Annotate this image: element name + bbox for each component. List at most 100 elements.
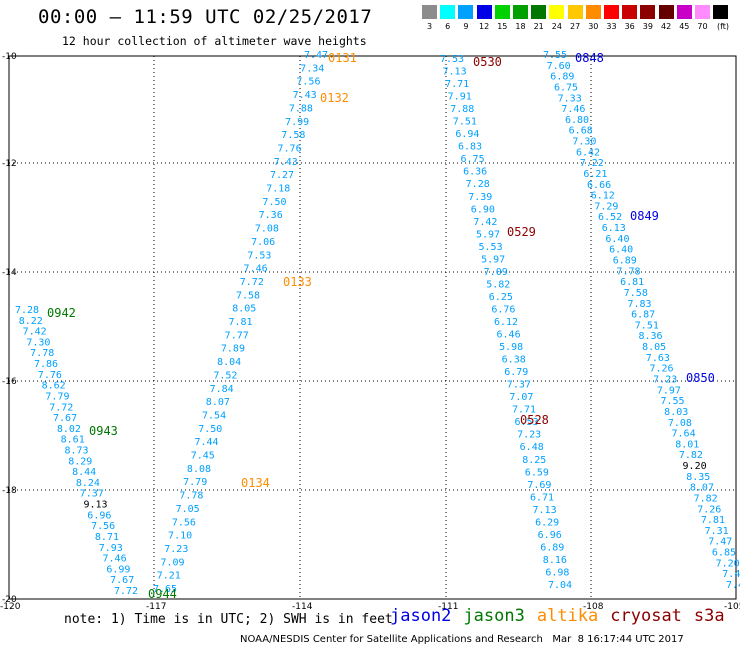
wave-height-value: 7.58 bbox=[281, 130, 305, 141]
wave-height-value: 7.20 bbox=[716, 558, 740, 569]
legend-swatch bbox=[676, 5, 692, 19]
legend-swatch bbox=[422, 5, 437, 19]
wave-height-value: 8.07 bbox=[206, 397, 230, 408]
legend-level-label: 39 bbox=[642, 22, 653, 31]
wave-height-value: 7.88 bbox=[289, 103, 313, 114]
wave-height-value: 7.83 bbox=[627, 299, 651, 310]
wave-height-value: 6.12 bbox=[494, 317, 518, 328]
legend-swatch bbox=[622, 5, 638, 19]
pass-0134: 0134 bbox=[241, 476, 270, 490]
wave-height-value: 7.86 bbox=[34, 359, 58, 370]
wave-height-value: 7.30 bbox=[572, 137, 596, 148]
wave-height-value: 6.79 bbox=[504, 367, 528, 378]
wave-height-value: 7.46 bbox=[561, 104, 585, 115]
wave-height-value: 7.55 bbox=[543, 50, 567, 61]
pass-0132: 0132 bbox=[320, 91, 349, 105]
wave-height-value: 7.52 bbox=[213, 370, 237, 381]
wave-height-value: 6.25 bbox=[489, 292, 513, 303]
wave-height-value: 7.29 bbox=[594, 201, 618, 212]
track-0848-0850: 7.557.606.896.757.337.466.806.687.306.42… bbox=[543, 50, 740, 591]
wave-height-value: 6.94 bbox=[455, 129, 479, 140]
wave-height-value: 7.43 bbox=[274, 157, 298, 168]
pass-0943: 0943 bbox=[89, 424, 118, 438]
wave-height-value: 7.53 bbox=[440, 54, 464, 65]
wave-height-value: 6.83 bbox=[458, 142, 482, 153]
legend-level-label: 33 bbox=[606, 22, 617, 31]
wave-height-value: 7.63 bbox=[646, 353, 670, 364]
wave-height-value: 7.97 bbox=[657, 385, 681, 396]
wave-height-value: 8.25 bbox=[522, 455, 546, 466]
wave-height-value: 6.38 bbox=[502, 355, 526, 366]
wave-height-value: 7.81 bbox=[228, 317, 252, 328]
wave-height-value: 7.28 bbox=[466, 179, 490, 190]
wave-height-value: 7.13 bbox=[443, 67, 467, 78]
wave-height-value: 5.82 bbox=[486, 279, 510, 290]
wave-height-value: 7.47 bbox=[304, 50, 328, 61]
wave-height-value: 7.50 bbox=[198, 424, 222, 435]
wave-height-value: 8.71 bbox=[95, 532, 119, 543]
legend-level-label: 45 bbox=[679, 22, 690, 31]
wave-height-value: 7.23 bbox=[164, 544, 188, 555]
legend-swatch bbox=[658, 5, 674, 19]
legend-level-label: 6 bbox=[445, 22, 451, 31]
track-0131-0134: 7.47 7.34 7.56 7.43 7.88 7.99 7.58 7.76 7.43 7.27… bbox=[153, 50, 328, 595]
latitude-tick-label: -16 bbox=[2, 377, 17, 387]
legend-level-label: 30 bbox=[588, 22, 599, 31]
latitude-tick-label: -18 bbox=[2, 486, 17, 496]
track-0530-0528: 7.537.137.717.917.887.516.946.836.756.36… bbox=[440, 54, 572, 591]
satellite-legend: jason2 jason3 altika cryosat s3a bbox=[390, 606, 737, 626]
legend-swatch bbox=[458, 5, 474, 19]
wave-height-value: 7.04 bbox=[548, 580, 572, 591]
wave-height-value: 6.75 bbox=[461, 154, 485, 165]
wave-height-value: 7.93 bbox=[99, 543, 123, 554]
wave-height-value: 6.85 bbox=[712, 548, 736, 559]
legend-swatch bbox=[476, 5, 492, 19]
wave-height-value: 7.58 bbox=[236, 290, 260, 301]
wave-height-value: 6.87 bbox=[631, 310, 655, 321]
wave-height-value: 7.77 bbox=[225, 330, 249, 341]
satellite-legend-jason2: jason2 bbox=[390, 606, 452, 626]
wave-height-value: 7.99 bbox=[285, 117, 309, 128]
wave-height-value: 7.47 bbox=[708, 537, 732, 548]
wave-height-value: 7.34 bbox=[300, 63, 324, 74]
wave-height-value: 7.91 bbox=[448, 92, 472, 103]
pass-0850: 0850 bbox=[686, 371, 715, 385]
legend-level-label: 24 bbox=[551, 22, 562, 31]
wave-height-value: 6.59 bbox=[525, 467, 549, 478]
wave-height-value: 6.89 bbox=[613, 256, 637, 267]
wave-height-value: 7.54 bbox=[202, 410, 226, 421]
wave-height-value: 6.75 bbox=[554, 82, 578, 93]
wave-height-value: 7.78 bbox=[616, 266, 640, 277]
footer-credit: NOAA/NESDIS Center for Satellite Applica… bbox=[240, 634, 684, 645]
legend-swatch bbox=[549, 5, 565, 19]
wave-height-value: 9.13 bbox=[83, 500, 107, 511]
track-0942-0944: 7.288.227.427.307.787.867.768.627.797.72… bbox=[15, 305, 138, 597]
wave-height-value: 8.07 bbox=[690, 483, 714, 494]
pass-0529: 0529 bbox=[507, 225, 536, 239]
wave-height-value: 7.55 bbox=[661, 396, 685, 407]
pass-0849: 0849 bbox=[630, 209, 659, 223]
wave-height-value: 8.08 bbox=[187, 464, 211, 475]
wave-height-value: 6.12 bbox=[591, 191, 615, 202]
wave-height-value: 7.43 bbox=[293, 90, 317, 101]
wave-height-value: 7.18 bbox=[266, 184, 290, 195]
wave-height-value: 8.02 bbox=[57, 424, 81, 435]
wave-height-value: 7.39 bbox=[468, 192, 492, 203]
wave-height-value: 6.29 bbox=[535, 517, 559, 528]
wave-height-value: 8.61 bbox=[61, 435, 85, 446]
wave-height-value: 7.09 bbox=[484, 267, 508, 278]
satellite-legend-jason3: jason3 bbox=[463, 606, 525, 626]
legend-swatch bbox=[640, 5, 656, 19]
wave-height-value: 7.10 bbox=[168, 531, 192, 542]
wave-height-value: 7.05 bbox=[176, 504, 200, 515]
longitude-tick-label: -114 bbox=[292, 602, 313, 610]
wave-height-value: 8.16 bbox=[543, 555, 567, 566]
wave-height-value: 7.26 bbox=[649, 364, 673, 375]
wave-height-value: 7.82 bbox=[694, 493, 718, 504]
wave-height-value: 7.23 bbox=[653, 374, 677, 385]
wave-height-value: 7.07 bbox=[509, 392, 533, 403]
wave-height-value: 7.72 bbox=[49, 402, 73, 413]
wave-height-value: 7.72 bbox=[114, 586, 138, 597]
wave-height-value: 6.71 bbox=[530, 492, 554, 503]
legend-swatch bbox=[713, 5, 729, 19]
